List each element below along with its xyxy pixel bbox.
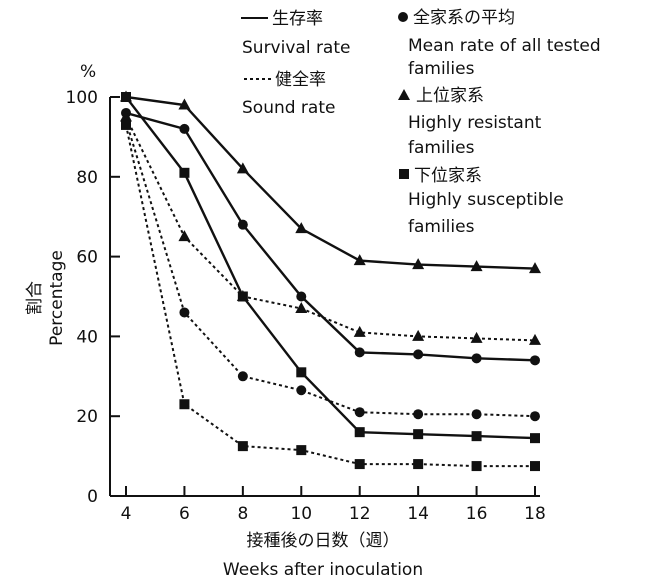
series-layer <box>120 90 541 472</box>
data-point-resistant-survival <box>178 98 191 110</box>
y-axis-label-jp: 割合 <box>25 281 45 315</box>
data-point-susceptible-sound <box>471 461 482 472</box>
legend-dashed-en: Sound rate <box>242 98 335 118</box>
data-point-mean-sound <box>530 411 540 422</box>
data-point-resistant-survival <box>295 222 308 234</box>
data-point-mean-survival <box>354 347 365 358</box>
data-point-resistant-survival <box>529 262 541 274</box>
data-point-mean-survival <box>471 353 482 364</box>
legend-solid-jp: 生存率 <box>272 9 323 29</box>
data-point-mean-sound <box>354 407 365 418</box>
data-point-resistant-survival <box>470 260 483 272</box>
data-point-mean-sound <box>237 371 248 382</box>
data-point-mean-survival <box>530 355 540 366</box>
y-ticks: 0 20 40 60 80 100 <box>66 88 120 507</box>
data-point-mean-sound <box>471 409 482 420</box>
x-tick-label: 10 <box>290 504 312 524</box>
legend-resistant-en2: families <box>408 138 475 158</box>
data-point-resistant-sound <box>353 325 366 337</box>
y-tick-label: 60 <box>76 248 98 268</box>
legend-susceptible-en2: families <box>408 217 475 237</box>
data-point-resistant-sound <box>412 329 425 341</box>
data-point-mean-sound <box>179 307 190 318</box>
legend-solid-en: Survival rate <box>242 38 350 58</box>
x-tick-label: 18 <box>524 504 546 524</box>
x-axis-label-jp: 接種後の日数（週） <box>247 531 400 551</box>
data-point-susceptible-survival <box>530 433 540 444</box>
legend-triangle-marker <box>398 89 410 100</box>
series-line-resistant-survival <box>125 95 536 270</box>
x-tick-label: 8 <box>237 504 248 524</box>
legend-susceptible-en1: Highly susceptible <box>408 190 564 210</box>
x-ticks: 4 6 8 10 12 14 16 18 <box>121 486 546 524</box>
data-point-resistant-sound <box>236 290 249 301</box>
y-unit-label: % <box>80 62 96 82</box>
data-point-resistant-survival <box>353 254 366 266</box>
legend-resistant-en1: Highly resistant <box>408 113 542 133</box>
data-point-susceptible-survival <box>296 367 307 378</box>
data-point-resistant-sound <box>470 331 483 343</box>
x-tick-label: 14 <box>407 504 429 524</box>
legend-mean-en1: Mean rate of all tested <box>408 36 601 56</box>
legend-resistant-jp: 上位家系 <box>416 86 484 106</box>
y-tick-label: 80 <box>76 168 98 188</box>
y-tick-label: 40 <box>76 327 98 347</box>
data-point-mean-survival <box>179 123 190 134</box>
data-point-susceptible-sound <box>413 459 424 470</box>
data-point-susceptible-sound <box>354 459 365 470</box>
legend-square-marker <box>399 169 409 179</box>
legend-circle-marker <box>398 12 408 22</box>
legend-markers: 全家系の平均 Mean rate of all tested families … <box>398 8 601 237</box>
data-point-mean-survival <box>296 291 307 302</box>
data-point-susceptible-survival <box>354 427 365 438</box>
data-point-mean-sound <box>296 385 307 396</box>
y-tick-label: 20 <box>76 407 98 427</box>
legend-line-styles: 生存率 Survival rate 健全率 Sound rate <box>241 9 350 118</box>
data-point-susceptible-survival <box>471 431 482 442</box>
legend-mean-jp: 全家系の平均 <box>413 8 515 28</box>
data-point-susceptible-sound <box>530 461 540 472</box>
y-axis-label-en: Percentage <box>47 250 67 346</box>
data-point-resistant-sound <box>295 301 308 313</box>
series-line-mean-survival <box>125 111 536 362</box>
x-tick-label: 4 <box>121 504 132 524</box>
x-axis-label-en: Weeks after inoculation <box>223 560 423 580</box>
y-tick-label: 0 <box>87 487 98 507</box>
data-point-susceptible-sound <box>237 441 248 452</box>
data-point-susceptible-sound <box>179 399 190 410</box>
x-tick-label: 12 <box>349 504 371 524</box>
data-point-susceptible-survival <box>413 429 424 440</box>
data-point-mean-survival <box>237 219 248 230</box>
data-point-susceptible-sound <box>121 119 131 130</box>
legend-dashed-jp: 健全率 <box>275 70 326 90</box>
data-point-susceptible-survival <box>179 167 190 178</box>
legend-mean-en2: families <box>408 59 475 79</box>
x-tick-label: 16 <box>466 504 488 524</box>
data-point-resistant-sound <box>178 230 191 242</box>
data-point-susceptible-sound <box>296 445 307 456</box>
y-tick-label: 100 <box>66 88 98 108</box>
data-point-mean-survival <box>413 349 424 360</box>
data-point-mean-sound <box>413 409 424 420</box>
x-tick-label: 6 <box>179 504 190 524</box>
data-point-susceptible-survival <box>121 92 131 102</box>
data-point-resistant-survival <box>412 258 425 270</box>
series-line-susceptible-sound <box>125 124 535 468</box>
data-point-resistant-sound <box>529 333 541 345</box>
legend-susceptible-jp: 下位家系 <box>414 166 482 186</box>
series-line-mean-sound <box>125 120 536 418</box>
data-point-resistant-survival <box>236 162 249 174</box>
series-line-resistant-sound <box>125 116 536 342</box>
